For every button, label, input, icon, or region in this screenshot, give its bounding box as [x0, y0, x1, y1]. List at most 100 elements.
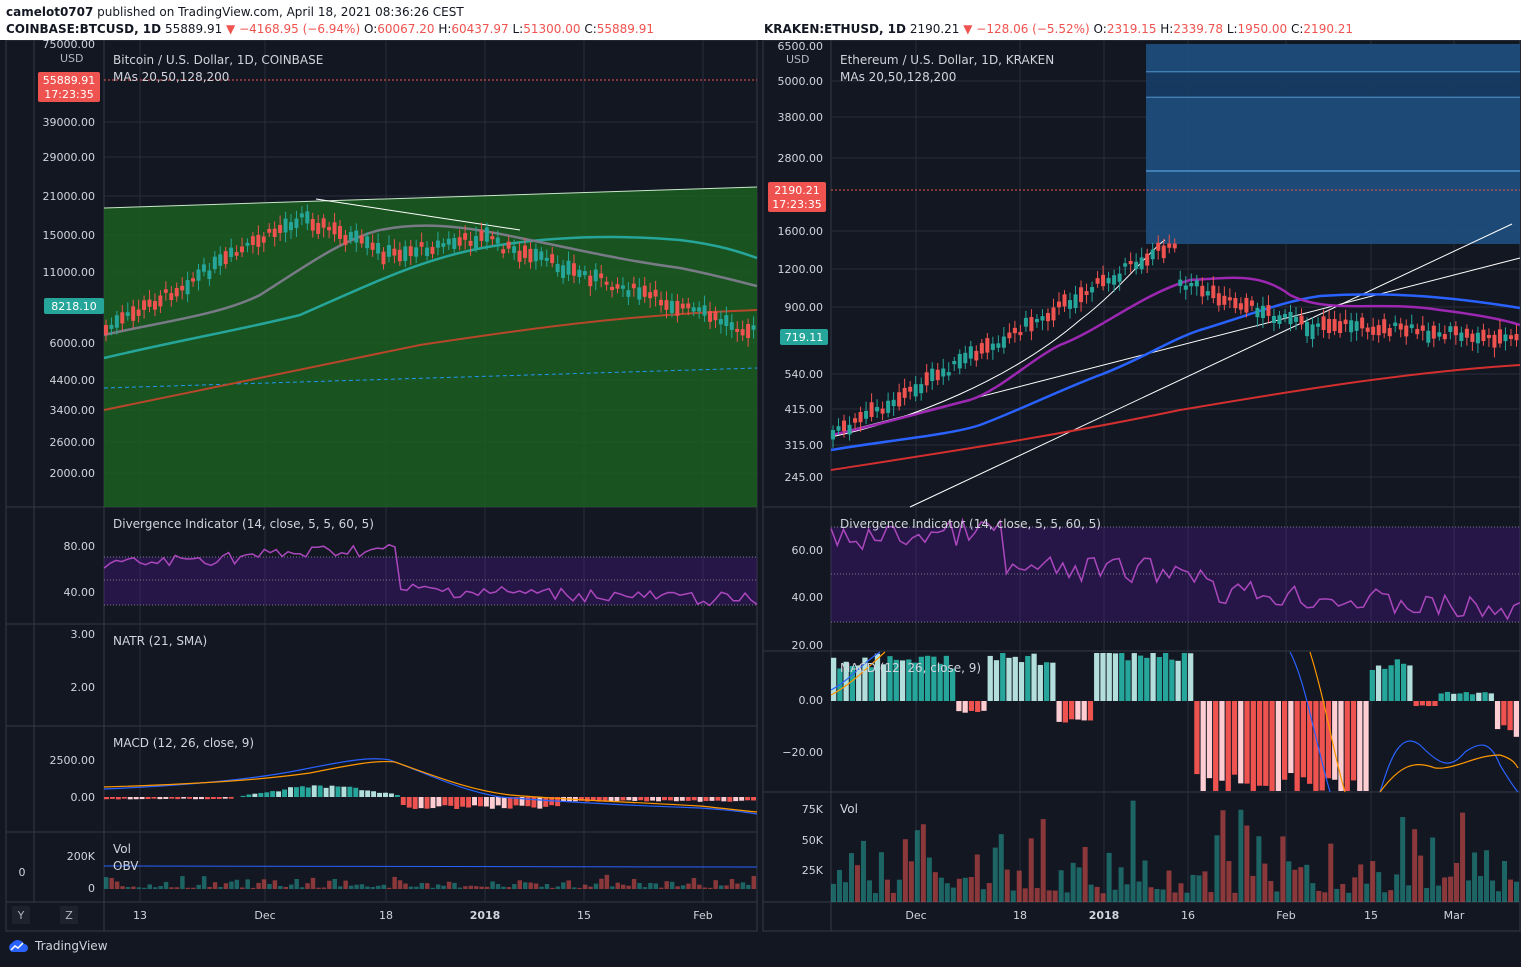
volume-bar [860, 840, 866, 902]
macd-bar [1513, 701, 1519, 737]
volume-bar [1262, 863, 1268, 902]
volume-bar [842, 882, 848, 902]
macd-bar [317, 785, 323, 797]
volume-bar [1490, 880, 1496, 902]
dashed-trend-line[interactable] [103, 367, 758, 389]
publish-line: camelot0707 published on TradingView.com… [6, 5, 464, 19]
macd-bar [258, 792, 264, 797]
volume-bar [637, 882, 642, 889]
candle-body [490, 236, 495, 240]
volume-bar [1136, 881, 1142, 902]
volume-bar [104, 877, 109, 889]
candle-body [1316, 323, 1321, 327]
candle-body [836, 426, 841, 431]
candle-body [642, 285, 647, 297]
author-name[interactable]: camelot0707 [6, 5, 94, 19]
candle-body [599, 273, 604, 279]
macd-bar [359, 790, 365, 797]
macd-bar [276, 791, 282, 797]
tool-y-button[interactable] [12, 906, 30, 924]
volume-bar [512, 884, 517, 889]
right-chart[interactable]: Ethereum / U.S. Dollar, 1D, KRAKEN MAs 2… [760, 40, 1521, 932]
right-pt-8: 415.00 [785, 403, 824, 416]
candle-body [1514, 334, 1519, 341]
candle-body [196, 269, 201, 281]
candle-body [864, 410, 869, 419]
candle-body [310, 218, 315, 231]
candle-body [474, 236, 478, 249]
macd-bar [715, 797, 721, 801]
channel-top-line[interactable] [103, 186, 758, 209]
candle-body [386, 245, 391, 257]
left-pt-8: 3400.00 [50, 404, 96, 417]
volume-bar [1400, 817, 1406, 902]
candle-body [1123, 263, 1128, 267]
right-trend-line-1[interactable] [909, 223, 1513, 508]
macd-bar [1000, 653, 1006, 701]
left-vol-tick-0: 200K [67, 850, 96, 863]
candle-body [1034, 318, 1039, 323]
candle-body [886, 400, 891, 413]
right-price-timer: 17:23:35 [772, 198, 821, 211]
candle-body [158, 295, 163, 307]
macd-bar [1081, 701, 1087, 721]
candle-body [869, 402, 874, 417]
volume-bar [896, 879, 902, 902]
candle-body [713, 311, 718, 321]
volume-bar [615, 882, 620, 889]
candle-body [718, 319, 723, 325]
candle-body [1492, 334, 1497, 348]
candle-body [250, 236, 255, 245]
right-ma20 [830, 276, 1521, 437]
left-chart[interactable]: Bitcoin / U.S. Dollar, 1D, COINBASE MAs … [0, 40, 760, 932]
candle-body [697, 307, 702, 312]
candle-body [1448, 326, 1453, 332]
volume-bar [1274, 891, 1280, 902]
left-tt-0: 13 [133, 909, 147, 922]
white-trend-line[interactable] [315, 198, 521, 231]
right-ohlc-line: KRAKEN:ETHUSD, 1D 2190.21 ▼ −128.06 (−5.… [764, 22, 1353, 36]
volume-bar [599, 878, 604, 889]
candle-body [218, 254, 223, 266]
macd-bar [956, 701, 962, 712]
left-time-axis: 13 Dec 18 2018 15 Feb [133, 909, 713, 922]
right-pt-2: 3800.00 [778, 111, 824, 124]
candle-body [1222, 295, 1227, 305]
candle-body [299, 213, 304, 218]
volume-bar [751, 875, 756, 889]
candle-body [528, 248, 533, 263]
volume-bar [1460, 812, 1466, 902]
macd-bar [1300, 701, 1307, 778]
macd-bar [216, 797, 222, 799]
macd-bar [874, 653, 881, 701]
candle-body [1139, 257, 1144, 270]
macd-bar [931, 656, 937, 701]
macd-bar [1200, 701, 1206, 791]
right-macd-line [1289, 651, 1331, 793]
volume-bar [386, 887, 392, 889]
candle-body [1481, 329, 1486, 342]
macd-bar [1432, 701, 1438, 706]
candle-body [902, 387, 907, 398]
macd-bar [1037, 664, 1043, 701]
volume-bar [950, 887, 956, 902]
candle-body [1233, 298, 1238, 309]
tradingview-cloud-icon [9, 940, 28, 952]
macd-bar [590, 797, 596, 801]
volume-bar [1370, 861, 1376, 902]
volume-bar [158, 886, 163, 889]
tool-z-button[interactable] [60, 906, 78, 924]
candle-body [261, 236, 266, 243]
volume-bar [539, 886, 544, 889]
macd-bar [1025, 655, 1031, 701]
candle-body [571, 263, 576, 276]
candle-body [1475, 332, 1480, 344]
macd-bar [293, 787, 299, 797]
macd-bar [620, 797, 626, 801]
candle-body [919, 384, 924, 394]
candle-body [1371, 326, 1376, 335]
header-bar: camelot0707 published on TradingView.com… [0, 0, 1521, 40]
tradingview-logo[interactable]: TradingView [6, 939, 108, 953]
left-natr-tick-1: 2.00 [71, 681, 96, 694]
volume-bar [468, 885, 474, 889]
